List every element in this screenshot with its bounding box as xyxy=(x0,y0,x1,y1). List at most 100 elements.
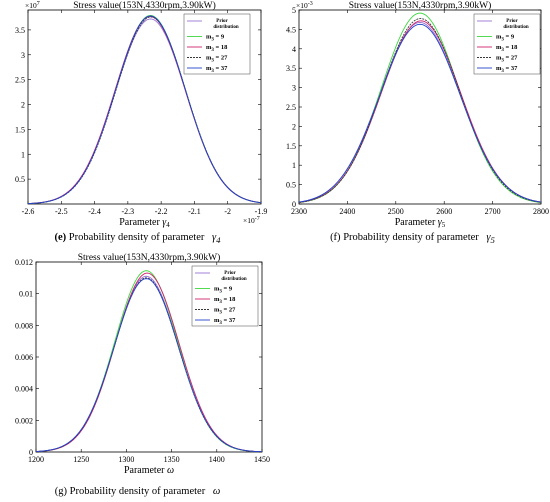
chart-e-xtick-label: -2.2 xyxy=(155,207,168,216)
chart-g-ytick-label: 0.01 xyxy=(19,290,33,299)
chart-e-xtick-label: -2.6 xyxy=(22,207,35,216)
chart-g-ytick-label: 0 xyxy=(29,448,33,457)
chart-f-xtick-label: 2300 xyxy=(291,207,307,216)
caption-e-sub: 4 xyxy=(216,235,221,246)
chart-f-ytick-label: 1 xyxy=(292,161,296,170)
chart-e-xtick-label: -1.9 xyxy=(255,207,268,216)
chart-f-ytick-label: 5 xyxy=(292,6,296,15)
chart-e-ytick-label: 1 xyxy=(21,150,25,159)
chart-f-legend-label-4: m3 = 37 xyxy=(496,65,518,74)
chart-f-legend-box xyxy=(473,13,541,75)
chart-f-series-3-line xyxy=(299,18,541,203)
chart-g-svg: Stress value(153N,4330rpm,3.90kW) 1200 125… xyxy=(15,252,270,476)
chart-f-xtick-label: 2700 xyxy=(485,207,501,216)
chart-e-xtick-label: -2.1 xyxy=(188,207,201,216)
chart-e-xlabel: Parameter γ4 xyxy=(119,217,170,229)
chart-e-ytick-label: 3.5 xyxy=(15,26,25,35)
chart-f-ytick-label: 4.5 xyxy=(286,25,296,34)
chart-f-xtick-label: 2400 xyxy=(339,207,355,216)
chart-e-xtick-label: -2.3 xyxy=(122,207,135,216)
caption-g-text: Probability density of parameter xyxy=(69,486,206,497)
chart-e-legend-box xyxy=(183,13,251,75)
caption-e: (e) Probability density of parameter γ4 xyxy=(0,232,275,245)
chart-e-ytick-label: 1.5 xyxy=(15,125,25,134)
chart-g-xlabel: Parameter ω xyxy=(124,465,174,476)
chart-f-ytick-label: 0 xyxy=(292,200,296,209)
caption-g-label: (g) xyxy=(54,486,67,497)
chart-f-y-exponent: ×10-3 xyxy=(296,1,313,10)
chart-e-ytick-label: 3 xyxy=(21,51,25,60)
chart-e-legend-label-4: m3 = 37 xyxy=(206,65,228,74)
chart-g-legend-label-0b: distribution xyxy=(221,277,247,282)
chart-e-xtick-label: -2.5 xyxy=(55,207,68,216)
chart-f-legend-label-1: m3 = 9 xyxy=(496,34,515,43)
caption-g-sym: ω xyxy=(212,486,221,497)
chart-f-ytick-label: 3.5 xyxy=(286,64,296,73)
chart-f-legend-label-0: Prior xyxy=(506,19,518,24)
chart-g-ytick-label: 0.012 xyxy=(15,258,33,267)
caption-f: (f) Probability density of parameter γ5 xyxy=(275,232,550,245)
chart-e-xtick-label: -2.4 xyxy=(88,207,101,216)
caption-g-symbol: ω xyxy=(213,486,220,497)
chart-e-y-exponent: ×107 xyxy=(25,1,40,10)
caption-e-text: Probability density of parameter xyxy=(68,232,205,243)
chart-g-ytick-label: 0.006 xyxy=(15,353,33,362)
chart-g-xtick-label: 1250 xyxy=(73,455,89,464)
chart-f-ytick-label: 4 xyxy=(292,45,296,54)
chart-panel-f: Stress value(153N,4330rpm,3.90kW) 2300 240… xyxy=(275,0,550,250)
chart-g-ytick-label: 0.008 xyxy=(15,321,33,330)
chart-g-xtick-label: 1400 xyxy=(209,455,225,464)
chart-g-legend-box xyxy=(191,265,259,327)
chart-g-ytick-label: 0.002 xyxy=(15,416,33,425)
chart-g-legend-label-1: m3 = 9 xyxy=(214,286,233,295)
chart-f-ytick-label: 2 xyxy=(292,122,296,131)
chart-g-xtick-label: 1300 xyxy=(118,455,134,464)
chart-f-legend-label-0b: distribution xyxy=(503,25,529,30)
chart-panel-e: Stress value(153N,4330rpm,3.90kW) -2.6 -2.… xyxy=(0,0,275,250)
chart-e-axes-box xyxy=(27,9,262,205)
chart-g-legend-label-3: m3 = 27 xyxy=(214,307,236,316)
caption-e-sym: γ xyxy=(211,232,217,243)
chart-f-xlabel: Parameter γ5 xyxy=(395,217,446,229)
chart-f-ytick-label: 2.5 xyxy=(286,103,296,112)
chart-g-series-4-line xyxy=(36,278,262,452)
chart-g-title: Stress value(153N,4330rpm,3.90kW) xyxy=(78,252,220,263)
caption-e-label: (e) xyxy=(54,232,67,243)
chart-e-title: Stress value(153N,4330rpm,3.90kW) xyxy=(73,0,215,11)
chart-f-legend-label-3: m3 = 27 xyxy=(496,55,518,64)
chart-f-svg: Stress value(153N,4330rpm,3.90kW)2300 240… xyxy=(286,0,549,229)
chart-e-ytick-label: 2 xyxy=(21,101,25,110)
chart-f-legend-label-2: m3 = 18 xyxy=(496,44,518,53)
chart-f-xtick-label: 2500 xyxy=(388,207,404,216)
caption-f-label: (f) xyxy=(330,232,341,243)
chart-e-ytick-label: 2.5 xyxy=(15,76,25,85)
chart-f-ytick-label: 1.5 xyxy=(286,142,296,151)
chart-g-ytick-label: 0.004 xyxy=(15,385,33,394)
chart-g-legend-label-0: Prior xyxy=(224,271,236,276)
chart-e-legend-label-1: m3 = 9 xyxy=(206,34,225,43)
chart-e-legend-label-0: Prior xyxy=(216,19,228,24)
chart-e-legend-label-3: m3 = 27 xyxy=(206,55,228,64)
chart-f-ytick-label: 3 xyxy=(292,84,296,93)
chart-f-title: Stress value(153N,4330rpm,3.90kW) xyxy=(349,0,491,11)
caption-f-sub: 5 xyxy=(490,235,495,246)
chart-e-series-4-line xyxy=(28,15,261,204)
chart-g-xtick-label: 1450 xyxy=(254,455,270,464)
chart-f-ytick-label: 0.5 xyxy=(286,181,296,190)
chart-e-xtick-label: -2 xyxy=(224,207,231,216)
caption-g: (g) Probability density of parameter ω xyxy=(0,486,275,499)
caption-f-symbol: γ5 xyxy=(486,232,495,246)
chart-f-xtick-label: 2600 xyxy=(436,207,452,216)
chart-e-legend-label-2: m3 = 18 xyxy=(206,44,228,53)
chart-g-xtick-label: 1200 xyxy=(28,455,44,464)
chart-g-xtick-label: 1350 xyxy=(164,455,180,464)
chart-g-legend-label-2: m3 = 18 xyxy=(214,296,236,305)
caption-e-symbol: γ4 xyxy=(211,232,221,246)
chart-e-legend-label-0b: distribution xyxy=(213,25,239,30)
chart-e-x-exponent: ×10-7 xyxy=(243,216,260,225)
chart-f-series-4-line xyxy=(299,23,541,203)
caption-f-sym: γ xyxy=(486,232,491,243)
